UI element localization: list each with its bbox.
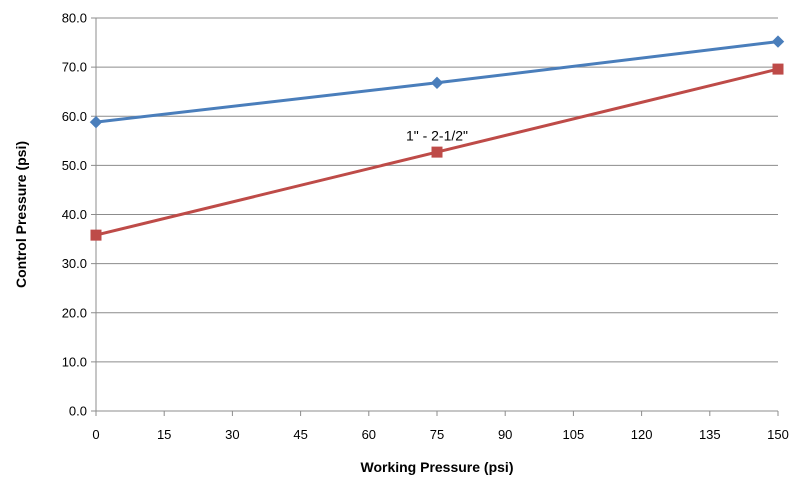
x-tick-label: 105 <box>563 427 585 442</box>
x-tick-label: 90 <box>498 427 512 442</box>
y-tick-label: 60.0 <box>62 109 87 124</box>
data-point <box>771 35 785 48</box>
x-tick-label: 0 <box>92 427 99 442</box>
data-point <box>89 115 103 129</box>
x-tick-label: 135 <box>699 427 721 442</box>
x-tick-label: 15 <box>157 427 171 442</box>
y-tick-label: 70.0 <box>62 60 87 75</box>
annotation-label: 1" - 2-1/2" <box>406 127 468 143</box>
labels: 0.0 10.0 20.0 30.0 40.0 50.0 60.0 70.0 80.0 0 15 30… <box>62 11 789 443</box>
y-tick-label: 0.0 <box>69 404 87 419</box>
data-point <box>90 229 102 241</box>
x-axis-title: Working Pressure (psi) <box>360 459 513 475</box>
x-tick-label: 150 <box>767 427 789 442</box>
x-tick-label: 75 <box>430 427 444 442</box>
y-tick-label: 10.0 <box>62 354 87 369</box>
y-tick-label: 40.0 <box>62 207 87 222</box>
x-tick-label: 120 <box>631 427 653 442</box>
x-tick-label: 45 <box>293 427 307 442</box>
y-tick-label: 80.0 <box>62 11 87 26</box>
x-tick-label: 60 <box>362 427 376 442</box>
series-layer <box>89 35 785 241</box>
axes <box>91 17 779 416</box>
data-point <box>430 76 444 90</box>
y-tick-label: 30.0 <box>62 256 87 271</box>
x-tick-label: 30 <box>225 427 239 442</box>
y-tick-label: 20.0 <box>62 305 87 320</box>
data-point <box>431 146 443 158</box>
y-axis-title: Control Pressure (psi) <box>13 141 29 288</box>
data-point <box>772 63 784 75</box>
y-tick-label: 50.0 <box>62 158 87 173</box>
gridlines <box>96 17 778 363</box>
